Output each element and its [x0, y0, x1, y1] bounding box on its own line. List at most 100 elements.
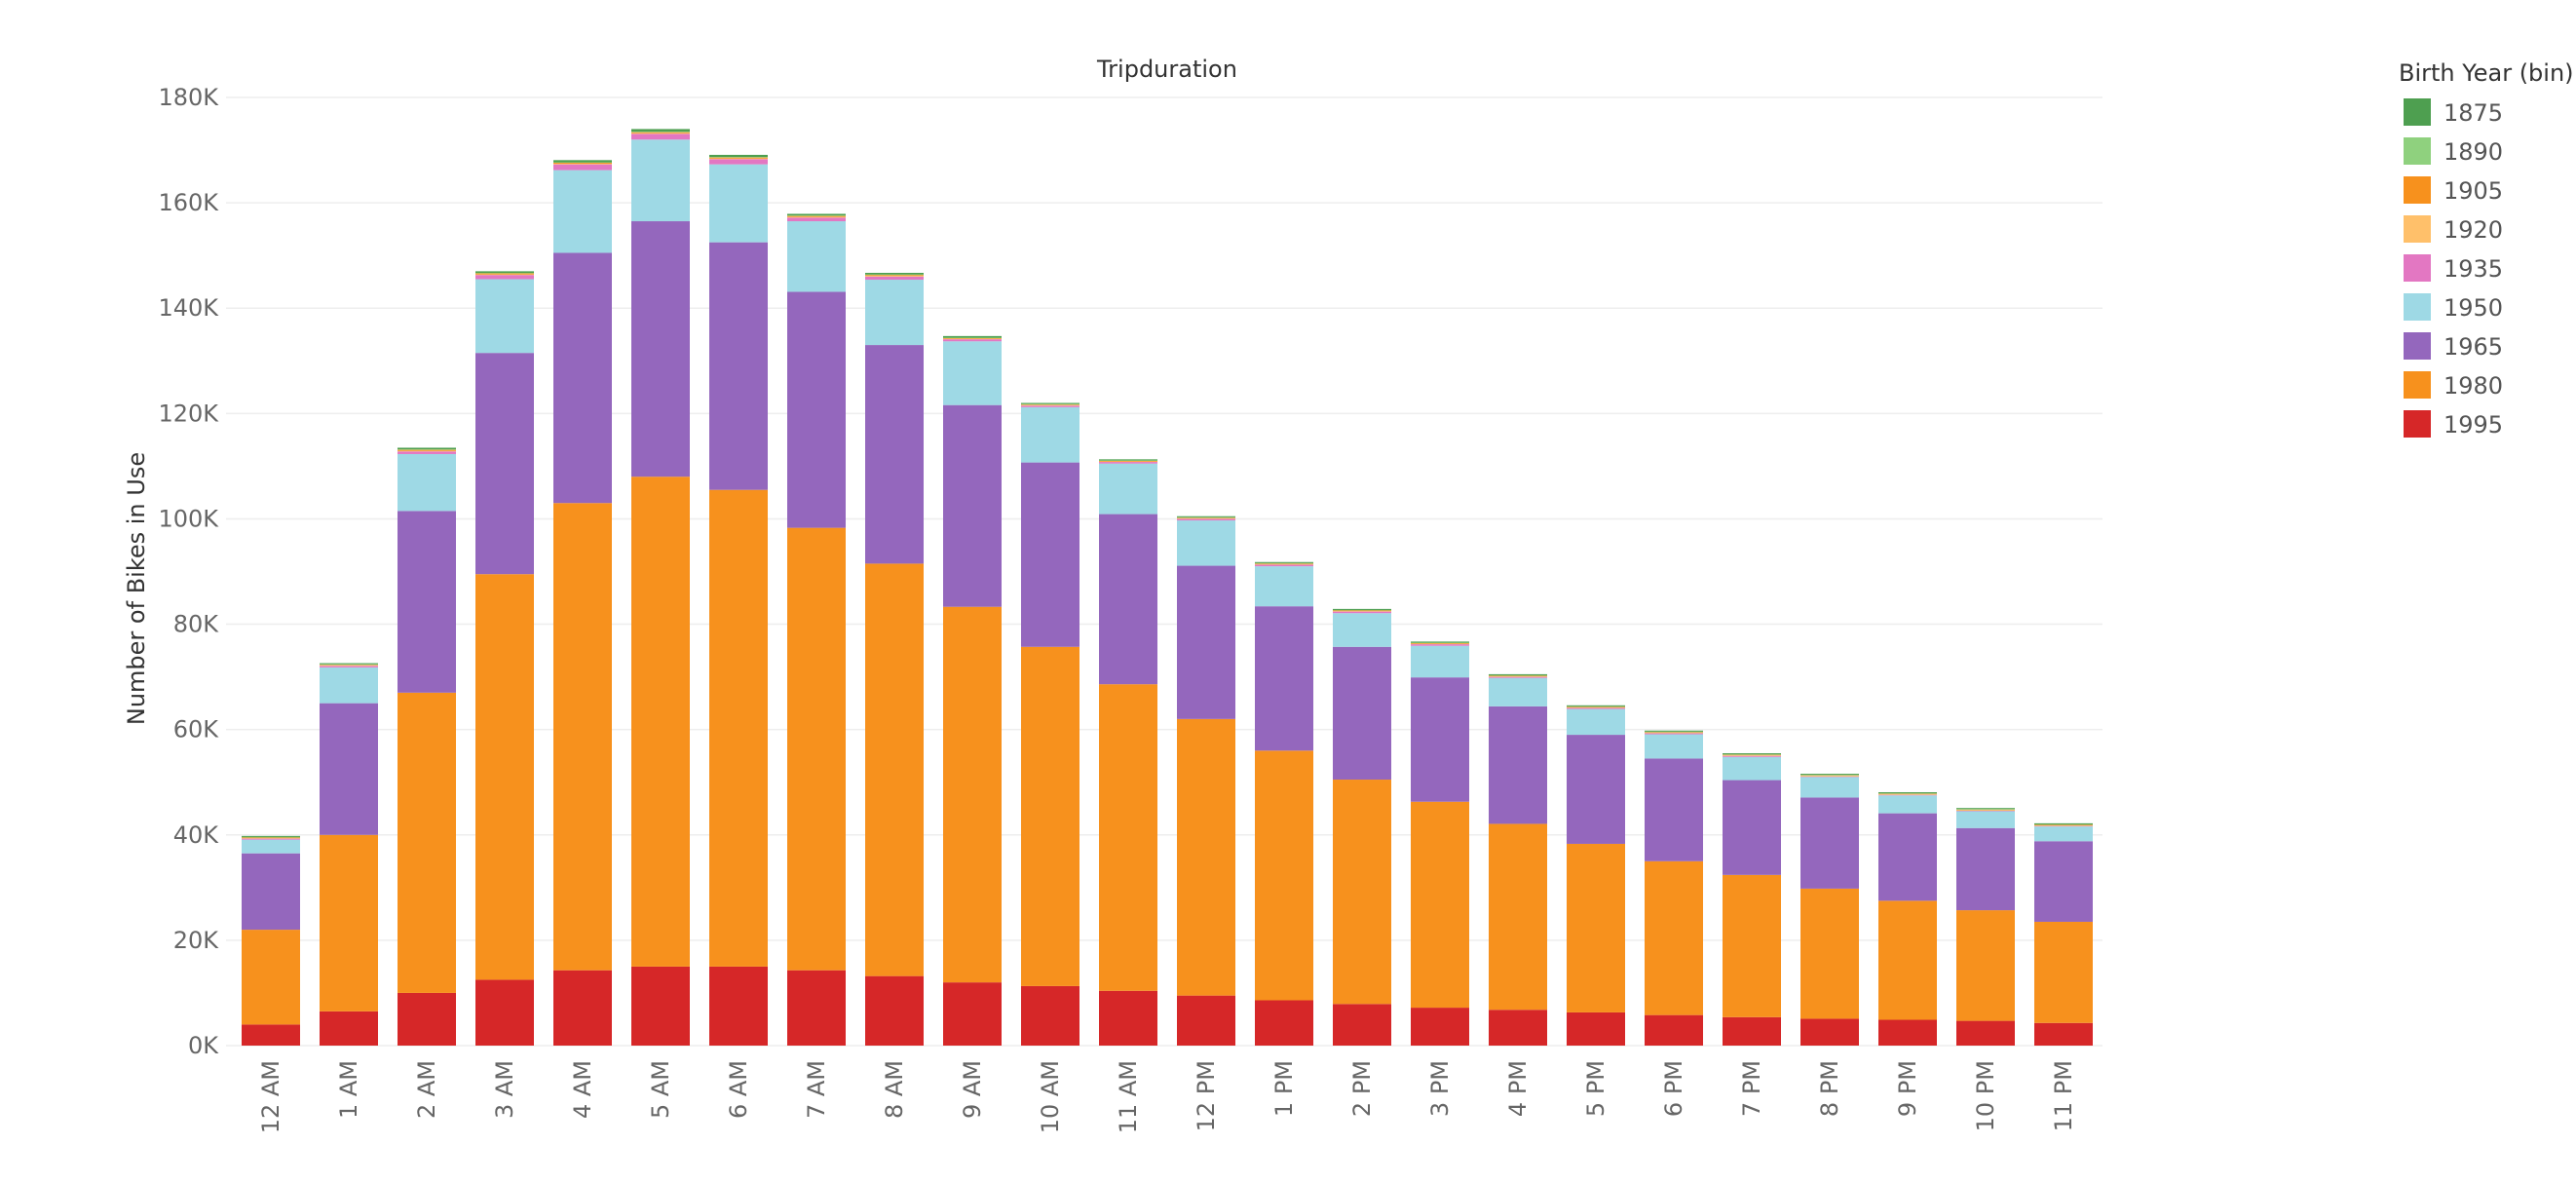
bar-segment-1980: [865, 563, 924, 976]
bar-segment-1995: [1567, 1011, 1625, 1046]
bar-segment-1920: [1099, 461, 1157, 463]
x-tick-label: 10 AM: [1037, 1060, 1064, 1133]
bar-segment-1935: [1800, 776, 1859, 778]
bar-segment-1950: [1333, 613, 1391, 647]
bar-segment-1965: [1411, 677, 1469, 802]
bars: [242, 129, 2093, 1046]
bar-segment-1935: [2034, 825, 2093, 827]
bar-segment-1950: [943, 341, 1002, 405]
bar-segment-1905: [475, 273, 534, 275]
bar-segment-1920: [1177, 517, 1235, 519]
bar-segment-1935: [1177, 518, 1235, 521]
x-axis-ticks: 12 AM 1 AM 2 AM 3 AM 4 AM 5 AM 6 AM 7 AM 8 AM 9 A…: [257, 1060, 2077, 1133]
bar-segment-1995: [709, 966, 768, 1046]
y-axis-ticks: 0K 20K 40K 60K 80K 100K 120K 140K 160K 180K: [158, 84, 219, 1059]
legend-items: 1875 1890 1905 1920 1935 1950 1965 1980 1995: [2404, 98, 2503, 439]
bar-segment-1950: [320, 667, 378, 704]
bar-segment-1980: [2034, 921, 2093, 1023]
bar-segment-1920: [1489, 676, 1547, 677]
bar-segment-1875: [631, 129, 690, 133]
bar-segment-1995: [943, 982, 1002, 1046]
bar-segment-1965: [709, 242, 768, 490]
y-axis-title: Number of Bikes in Use: [123, 452, 150, 725]
bar-segment-1980: [1489, 823, 1547, 1011]
bar-segment-1950: [709, 164, 768, 243]
x-tick-label: 5 AM: [647, 1060, 674, 1119]
legend-swatch: [2404, 215, 2431, 243]
bar-segment-1935: [1021, 405, 1080, 407]
x-tick-label: 11 PM: [2050, 1060, 2077, 1131]
x-tick-label: 4 PM: [1504, 1060, 1532, 1117]
bar-segment-1920: [320, 665, 378, 667]
x-tick-label: 7 AM: [803, 1060, 830, 1119]
bar-segment-1950: [787, 221, 846, 292]
bar-segment-1965: [553, 252, 612, 504]
bar-segment-1995: [631, 966, 690, 1046]
legend-swatch: [2404, 98, 2431, 126]
bar-segment-1965: [1723, 780, 1781, 875]
legend-label: 1995: [2443, 411, 2503, 439]
bar-segment-1890: [1333, 609, 1391, 611]
bar-segment-1875: [1800, 774, 1859, 776]
bar-segment-1995: [320, 1011, 378, 1046]
bar-segment-1920: [943, 338, 1002, 340]
legend-swatch: [2404, 176, 2431, 204]
bar-segment-1980: [1255, 750, 1313, 1001]
bar-segment-1995: [1099, 990, 1157, 1046]
bar-segment-1890: [1255, 562, 1313, 564]
legend-label: 1905: [2443, 177, 2503, 205]
bar-segment-1980: [242, 930, 300, 1025]
bar-segment-1920: [787, 216, 846, 218]
bar-segment-1980: [553, 503, 612, 971]
y-tick-label: 80K: [173, 611, 220, 638]
bar-segment-1995: [1645, 1014, 1703, 1046]
bar-segment-1875: [1021, 402, 1080, 404]
x-tick-label: 3 AM: [491, 1060, 518, 1119]
bar-segment-1965: [2034, 841, 2093, 922]
bar-segment-1965: [242, 853, 300, 931]
bar-segment-1905: [1645, 732, 1703, 733]
bar-segment-1935: [1567, 707, 1625, 709]
bar-segment-1890: [2034, 823, 2093, 825]
bar-segment-1875: [709, 154, 768, 158]
bar-segment-1905: [787, 215, 846, 217]
bar-segment-1920: [1723, 755, 1781, 756]
bar-segment-1905: [1489, 675, 1547, 677]
bar-segment-1875: [1878, 791, 1937, 794]
bar-segment-1965: [1333, 646, 1391, 781]
bar-segment-1920: [242, 838, 300, 839]
x-tick-label: 2 PM: [1348, 1060, 1376, 1117]
bar-segment-1965: [320, 703, 378, 835]
x-tick-label: 7 PM: [1738, 1060, 1765, 1117]
bar-segment-1920: [1255, 563, 1313, 565]
bar-segment-1950: [1956, 811, 2015, 828]
bar-segment-1935: [943, 339, 1002, 342]
legend-label: 1920: [2443, 216, 2503, 244]
bar-segment-1875: [1255, 561, 1313, 563]
bar-segment-1950: [1723, 756, 1781, 781]
bar-segment-1890: [787, 215, 846, 216]
bar-segment-1905: [398, 449, 456, 451]
legend-swatch: [2404, 137, 2431, 165]
x-tick-label: 5 PM: [1582, 1060, 1610, 1117]
bar-segment-1920: [475, 274, 534, 276]
bar-segment-1950: [1489, 677, 1547, 706]
bar-segment-1965: [1800, 797, 1859, 889]
bar-segment-1935: [1723, 755, 1781, 757]
bar-segment-1875: [943, 335, 1002, 338]
bar-segment-1890: [865, 274, 924, 276]
bar-segment-1965: [1645, 758, 1703, 861]
bar-segment-1950: [398, 453, 456, 512]
bar-segment-1935: [475, 275, 534, 280]
bar-segment-1905: [1021, 404, 1080, 405]
bar-segment-1890: [1723, 754, 1781, 755]
bar-segment-1875: [1099, 459, 1157, 461]
bar-segment-1875: [1956, 808, 2015, 810]
legend-swatch: [2404, 410, 2431, 438]
bar-segment-1875: [865, 273, 924, 275]
y-tick-label: 160K: [158, 189, 219, 216]
bar-segment-1905: [1333, 610, 1391, 612]
bar-segment-1980: [320, 834, 378, 1011]
bar-segment-1980: [1177, 718, 1235, 996]
bar-segment-1920: [553, 164, 612, 165]
